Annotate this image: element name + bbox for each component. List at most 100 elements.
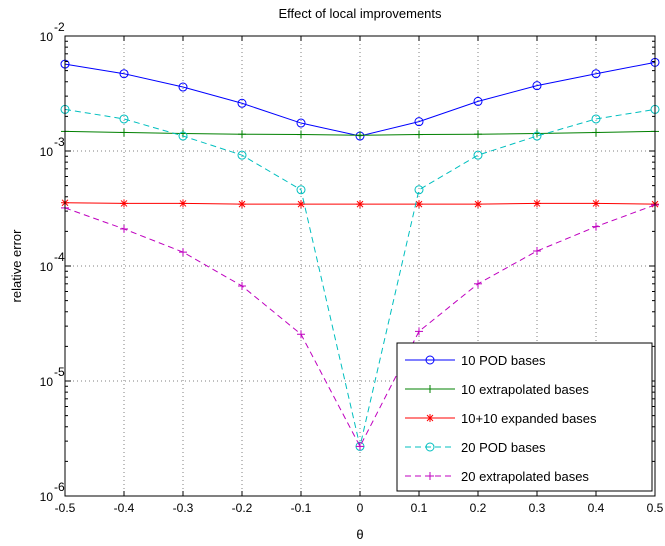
marker-stroke	[592, 200, 600, 207]
data-point	[237, 150, 247, 160]
y-tick-label-exponent: -6	[54, 480, 65, 494]
data-point	[414, 117, 424, 127]
x-tick-label: 0.3	[529, 501, 546, 515]
legend-label: 10+10 expanded bases	[461, 411, 597, 426]
x-tick-labels: -0.5 -0.4 -0.3 -0.2 -0.1 0 0.1 0.2 0.3 0.4 0.5	[55, 501, 664, 515]
legend-marker	[425, 442, 435, 452]
y-tick-label-base: 10	[40, 260, 54, 274]
legend-marker	[426, 385, 434, 393]
x-tick-label: -0.2	[232, 501, 253, 515]
y-tick-label-exponent: -3	[54, 135, 65, 149]
data-point	[297, 200, 305, 209]
y-tick-label-base: 10	[40, 145, 54, 159]
series-line	[64, 204, 656, 448]
y-tick-label-base: 10	[40, 30, 54, 44]
marker-stroke	[356, 200, 364, 208]
x-tick-label: 0.2	[470, 501, 487, 515]
data-point	[591, 114, 601, 124]
data-point	[119, 69, 129, 79]
legend-entry: 20 extrapolated bases	[405, 469, 589, 484]
data-point	[356, 131, 364, 140]
data-point	[533, 129, 541, 138]
data-point	[473, 96, 483, 106]
marker-stroke	[179, 200, 187, 207]
data-point	[415, 200, 423, 209]
legend-label: 10 POD bases	[461, 353, 546, 368]
legend-marker	[426, 472, 434, 480]
marker-stroke	[533, 200, 541, 207]
data-point	[592, 128, 600, 137]
marker-stroke	[426, 414, 434, 422]
data-point	[297, 130, 305, 139]
y-tick-labels: 10-210-310-410-510-6	[40, 20, 65, 504]
legend-label: 10 extrapolated bases	[461, 382, 589, 397]
x-tick-label: -0.1	[291, 501, 312, 515]
data-point	[474, 200, 482, 209]
data-point	[120, 224, 128, 233]
data-point	[238, 130, 246, 139]
y-tick-label-base: 10	[40, 490, 54, 504]
data-point	[120, 199, 128, 208]
ticks	[64, 35, 656, 497]
legend-box	[396, 342, 653, 492]
data-point	[473, 150, 483, 160]
y-tick-label-exponent: -2	[54, 20, 65, 34]
data-point	[415, 327, 423, 336]
x-tick-label: -0.4	[114, 501, 135, 515]
data-point	[296, 185, 306, 195]
series-5	[61, 200, 659, 451]
data-point	[179, 248, 187, 257]
x-tick-label: 0.5	[647, 501, 664, 515]
x-tick-label: 0.1	[411, 501, 428, 515]
legend-label: 20 POD bases	[461, 440, 546, 455]
data-point	[415, 130, 423, 139]
data-point	[591, 69, 601, 79]
x-tick-label: -0.5	[55, 501, 76, 515]
legend-marker	[425, 355, 435, 365]
data-point	[119, 114, 129, 124]
marker-stroke	[415, 200, 423, 208]
data-point	[592, 199, 600, 208]
y-tick-label-exponent: -4	[54, 250, 65, 264]
series-layer	[60, 57, 660, 451]
legend-entry: 10 POD bases	[405, 353, 546, 368]
legend-entry: 10+10 expanded bases	[405, 411, 597, 426]
legend-entry: 10 extrapolated bases	[405, 382, 589, 397]
x-tick-label: 0	[357, 501, 364, 515]
data-point	[178, 82, 188, 92]
data-point	[120, 128, 128, 137]
data-point	[474, 130, 482, 139]
marker-stroke	[297, 200, 305, 208]
legend-entry: 20 POD bases	[405, 440, 546, 455]
data-point	[356, 442, 364, 451]
y-axis-label: relative error	[9, 229, 24, 303]
data-point	[237, 98, 247, 108]
data-point	[297, 330, 305, 339]
x-axis-label: θ	[356, 527, 363, 542]
data-point	[179, 199, 187, 208]
legend-label: 20 extrapolated bases	[461, 469, 589, 484]
data-point	[238, 282, 246, 291]
data-point	[238, 200, 246, 209]
marker-stroke	[474, 200, 482, 208]
legend: 10 POD bases 10 extrapolated bases 10+10 e…	[396, 342, 653, 492]
data-point	[474, 279, 482, 288]
y-tick-label-base: 10	[40, 375, 54, 389]
data-point	[533, 247, 541, 256]
data-point	[178, 131, 188, 141]
legend-marker	[426, 414, 434, 422]
data-point	[532, 81, 542, 91]
x-tick-label: 0.4	[588, 501, 605, 515]
data-point	[533, 199, 541, 208]
data-point	[356, 200, 364, 209]
data-point	[532, 131, 542, 141]
chart-title: Effect of local improvements	[278, 6, 442, 21]
data-point	[296, 118, 306, 128]
data-point	[414, 185, 424, 195]
marker-stroke	[120, 200, 128, 207]
data-point	[592, 222, 600, 231]
y-tick-label-exponent: -5	[54, 365, 65, 379]
x-tick-label: -0.3	[173, 501, 194, 515]
marker-stroke	[238, 200, 246, 208]
